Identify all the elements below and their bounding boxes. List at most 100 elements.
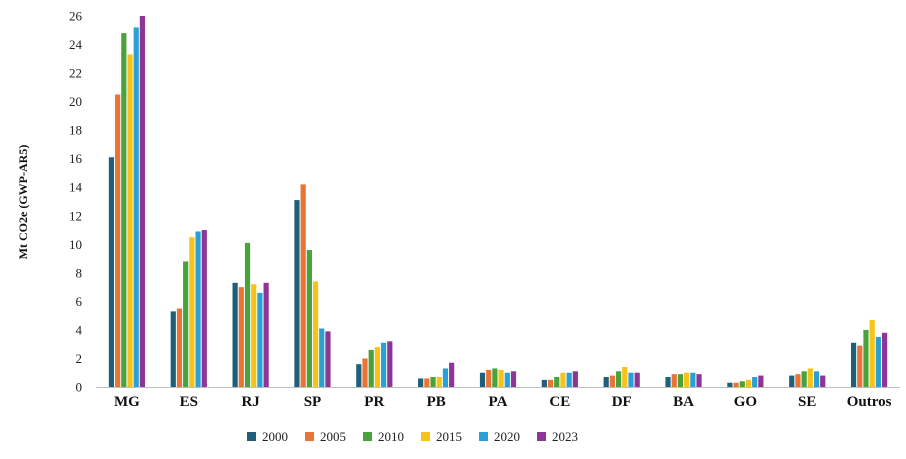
bar-df-2005 [609, 375, 615, 387]
bar-es-2010 [183, 261, 189, 387]
bar-pr-2010 [368, 349, 374, 387]
y-tick-label: 26 [69, 9, 83, 24]
bar-outros-2005 [857, 345, 863, 387]
x-category-label: GO [734, 394, 757, 410]
x-axis-categories: MG ES RJ SP PR PB PA CE DF BA GO SE Outros [114, 394, 892, 410]
bar-ba-2020 [690, 372, 696, 387]
bar-pa-2005 [486, 369, 492, 387]
bar-sp-2015 [312, 281, 319, 387]
x-category-label: MG [114, 394, 140, 410]
bar-sp-2020 [319, 328, 325, 387]
bar-go-2023 [758, 375, 764, 387]
bar-outros-2000 [850, 342, 857, 387]
bar-ce-2000 [541, 379, 547, 387]
bar-se-2005 [795, 374, 801, 387]
bar-mg-2010 [121, 33, 127, 388]
x-category-label: DF [612, 394, 632, 410]
bar-pa-2020 [504, 372, 510, 387]
bar-df-2010 [615, 371, 622, 387]
y-tick-label: 24 [69, 37, 83, 52]
bar-go-2005 [733, 382, 739, 387]
bar-rj-2010 [244, 242, 251, 387]
x-category-label: SP [304, 394, 322, 410]
x-category-label: ES [180, 394, 198, 410]
bar-pb-2010 [430, 377, 436, 387]
bar-pb-2015 [436, 377, 442, 387]
bar-go-2020 [752, 377, 758, 387]
bar-mg-2005 [115, 94, 121, 387]
y-tick-label: 10 [69, 237, 82, 252]
bar-ba-2023 [696, 374, 702, 387]
bar-ce-2020 [566, 372, 572, 387]
legend-swatch-2023 [537, 432, 546, 441]
bar-pr-2005 [362, 358, 368, 387]
legend-swatch-2010 [363, 432, 372, 441]
y-tick-label: 6 [76, 294, 83, 309]
legend-label: 2023 [552, 429, 578, 444]
x-category-label: PA [489, 394, 508, 410]
legend-label: 2000 [262, 429, 288, 444]
bar-ce-2015 [560, 372, 566, 387]
bar-mg-2020 [133, 27, 139, 387]
x-category-label: PB [427, 394, 446, 410]
bar-rj-2005 [238, 287, 244, 387]
y-tick-label: 0 [76, 380, 83, 395]
bar-outros-2010 [863, 329, 869, 387]
bar-se-2015 [807, 368, 813, 387]
y-tick-label: 22 [69, 66, 82, 81]
bar-pr-2020 [381, 342, 387, 387]
bar-outros-2023 [881, 332, 888, 387]
bar-pb-2020 [442, 368, 449, 387]
bar-df-2020 [628, 372, 634, 387]
legend-swatch-2020 [479, 432, 488, 441]
bar-outros-2020 [875, 337, 881, 387]
bar-es-2020 [195, 231, 201, 387]
legend-swatch-2005 [305, 432, 314, 441]
bar-rj-2000 [232, 282, 238, 387]
bar-pa-2000 [479, 372, 486, 387]
bar-ce-2010 [554, 377, 560, 387]
bar-df-2000 [603, 377, 609, 387]
y-tick-label: 2 [76, 351, 83, 366]
bar-pa-2015 [498, 369, 504, 387]
bar-rj-2020 [257, 292, 263, 387]
bar-sp-2010 [306, 250, 312, 387]
y-tick-label: 8 [76, 265, 83, 280]
bar-ba-2005 [671, 374, 677, 387]
bar-mg-2000 [108, 157, 115, 387]
legend-label: 2020 [494, 429, 520, 444]
legend-swatch-2000 [247, 432, 256, 441]
y-tick-label: 4 [76, 322, 83, 337]
bar-se-2020 [813, 371, 820, 387]
y-tick-label: 20 [69, 94, 82, 109]
legend-label: 2010 [378, 429, 404, 444]
bar-es-2015 [189, 237, 195, 387]
bar-se-2023 [820, 375, 826, 387]
bar-mg-2015 [127, 54, 133, 387]
bar-ba-2010 [677, 374, 684, 387]
bar-sp-2023 [325, 331, 331, 387]
x-category-label: RJ [241, 394, 260, 410]
bar-pb-2000 [418, 378, 424, 387]
bar-se-2010 [801, 371, 807, 387]
x-category-label: Outros [847, 394, 892, 410]
bar-pr-2015 [374, 347, 381, 387]
x-category-label: PR [364, 394, 384, 410]
bar-outros-2015 [869, 319, 875, 387]
bar-mg-2023 [139, 16, 146, 387]
bar-go-2015 [745, 379, 752, 387]
y-tick-label: 12 [69, 208, 82, 223]
bar-ce-2023 [572, 371, 578, 387]
bar-sp-2000 [294, 200, 300, 387]
bar-pr-2000 [356, 364, 362, 387]
bar-es-2000 [170, 311, 176, 387]
bar-go-2010 [739, 381, 745, 387]
y-tick-label: 16 [69, 151, 83, 166]
bar-rj-2023 [263, 282, 269, 387]
bar-pa-2023 [510, 371, 517, 387]
bar-ce-2005 [547, 379, 554, 387]
bar-ba-2015 [684, 372, 690, 387]
bar-pb-2023 [449, 362, 455, 387]
